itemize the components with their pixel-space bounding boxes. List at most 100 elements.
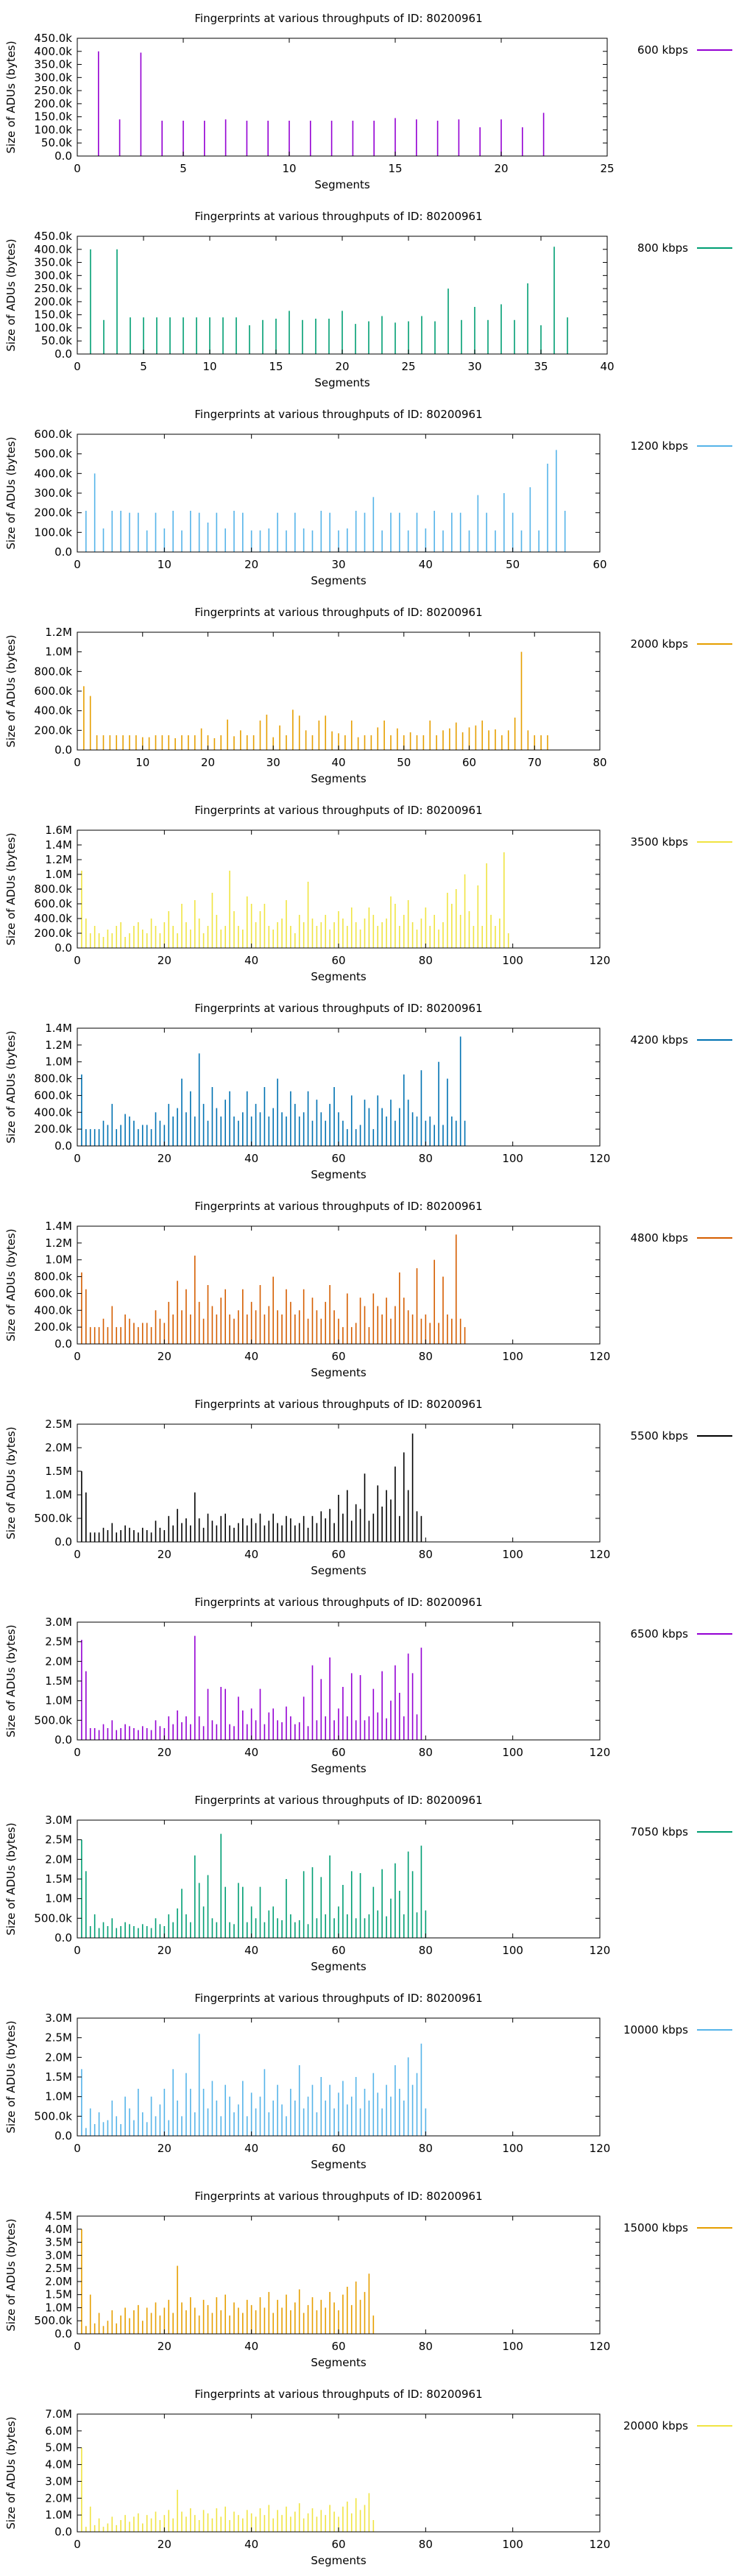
y-tick-label: 800.0k [34, 665, 72, 678]
chart-title: Fingerprints at various throughputs of I… [194, 1794, 482, 1807]
x-axis-label: Segments [311, 2356, 367, 2369]
y-tick-label: 100.0k [34, 123, 72, 136]
y-tick-label: 3.5M [45, 2236, 72, 2249]
x-tick-label: 20 [158, 2538, 171, 2551]
y-tick-label: 2.0M [45, 2050, 72, 2064]
x-tick-label: 60 [331, 1746, 345, 1759]
y-tick-label: 3.0M [45, 2011, 72, 2025]
y-tick-label: 2.0M [45, 2491, 72, 2505]
y-tick-label: 1.5M [45, 2070, 72, 2084]
y-tick-label: 1.2M [45, 1236, 72, 1250]
y-tick-label: 50.0k [41, 136, 72, 149]
x-tick-label: 30 [467, 360, 481, 373]
x-tick-label: 80 [419, 2142, 433, 2155]
y-tick-label: 3.0M [45, 2248, 72, 2262]
y-tick-label: 0.0 [54, 941, 72, 955]
x-tick-label: 20 [158, 1746, 171, 1759]
x-tick-label: 60 [331, 1350, 345, 1363]
y-tick-label: 0.0 [54, 2129, 72, 2142]
chart-title: Fingerprints at various throughputs of I… [194, 12, 482, 25]
legend-label: 20000 kbps [623, 2419, 688, 2432]
y-tick-label: 1.4M [45, 1220, 72, 1233]
y-tick-label: 200.0k [34, 927, 72, 940]
y-tick-label: 300.0k [34, 486, 72, 500]
chart-title: Fingerprints at various throughputs of I… [194, 1398, 482, 1411]
x-tick-label: 20 [158, 1944, 171, 1957]
chart-panel-3: Fingerprints at various throughputs of I… [4, 606, 732, 785]
x-tick-label: 80 [419, 954, 433, 967]
legend-label: 3500 kbps [631, 835, 689, 849]
y-tick-label: 1.0M [45, 2301, 72, 2314]
y-tick-label: 0.0 [54, 545, 72, 559]
y-axis-label: Size of ADUs (bytes) [4, 1426, 18, 1539]
y-axis-label: Size of ADUs (bytes) [4, 634, 18, 747]
legend-label: 7050 kbps [631, 1825, 689, 1839]
y-tick-label: 0.0 [54, 1931, 72, 1945]
y-tick-label: 400.0k [34, 704, 72, 718]
x-tick-label: 80 [419, 1944, 433, 1957]
y-tick-label: 600.0k [34, 1089, 72, 1102]
y-tick-label: 1.5M [45, 1465, 72, 1478]
y-tick-label: 0.0 [54, 347, 72, 361]
x-tick-label: 40 [244, 1350, 258, 1363]
y-tick-label: 1.0M [45, 1253, 72, 1267]
y-tick-label: 3.0M [45, 1616, 72, 1629]
x-tick-label: 20 [158, 2340, 171, 2353]
x-axis-label: Segments [314, 376, 370, 389]
y-tick-label: 150.0k [34, 308, 72, 322]
x-tick-label: 50 [506, 558, 520, 571]
y-tick-label: 2.5M [45, 1418, 72, 1431]
x-tick-label: 40 [331, 756, 345, 769]
y-tick-label: 4.0M [45, 2223, 72, 2236]
y-tick-label: 300.0k [34, 71, 72, 84]
y-tick-label: 6.0M [45, 2424, 72, 2438]
y-tick-label: 600.0k [34, 897, 72, 910]
x-tick-label: 120 [590, 1944, 611, 1957]
y-tick-label: 1.2M [45, 853, 72, 866]
y-tick-label: 500.0k [34, 2314, 72, 2327]
y-tick-label: 1.4M [45, 1022, 72, 1035]
x-tick-label: 0 [74, 162, 81, 175]
y-axis-label: Size of ADUs (bytes) [4, 832, 18, 945]
x-tick-label: 120 [590, 1350, 611, 1363]
x-tick-label: 100 [502, 2538, 523, 2551]
x-axis-label: Segments [311, 1960, 367, 1973]
y-axis-label: Size of ADUs (bytes) [4, 2416, 18, 2529]
chart-panel-12: Fingerprints at various throughputs of I… [4, 2388, 732, 2567]
x-axis-label: Segments [311, 1762, 367, 1775]
y-tick-label: 1.2M [45, 1038, 72, 1052]
chart-panel-10: Fingerprints at various throughputs of I… [4, 1992, 732, 2171]
x-axis-label: Segments [311, 574, 367, 587]
x-tick-label: 70 [528, 756, 542, 769]
y-axis-label: Size of ADUs (bytes) [4, 1228, 18, 1341]
x-tick-label: 0 [74, 1548, 81, 1561]
y-tick-label: 100.0k [34, 526, 72, 539]
y-axis-label: Size of ADUs (bytes) [4, 1624, 18, 1737]
x-tick-label: 0 [74, 558, 81, 571]
x-tick-label: 100 [502, 954, 523, 967]
x-tick-label: 0 [74, 360, 81, 373]
chart-panel-2: Fingerprints at various throughputs of I… [4, 408, 732, 587]
x-tick-label: 0 [74, 1350, 81, 1363]
chart-title: Fingerprints at various throughputs of I… [194, 606, 482, 619]
y-tick-label: 0.0 [54, 1139, 72, 1153]
x-tick-label: 0 [74, 2538, 81, 2551]
y-tick-label: 100.0k [34, 321, 72, 334]
y-tick-label: 1.0M [45, 1055, 72, 1069]
x-tick-label: 100 [502, 2340, 523, 2353]
x-tick-label: 30 [331, 558, 345, 571]
x-tick-label: 10 [135, 756, 149, 769]
x-tick-label: 40 [419, 558, 433, 571]
chart-panel-6: Fingerprints at various throughputs of I… [4, 1200, 732, 1379]
x-tick-label: 100 [502, 1350, 523, 1363]
y-tick-label: 50.0k [41, 334, 72, 347]
y-tick-label: 1.5M [45, 1674, 72, 1688]
y-axis-label: Size of ADUs (bytes) [4, 40, 18, 153]
y-tick-label: 500.0k [34, 1713, 72, 1727]
x-tick-label: 10 [158, 558, 171, 571]
x-tick-label: 40 [244, 1548, 258, 1561]
x-tick-label: 5 [140, 360, 147, 373]
x-tick-label: 80 [419, 2538, 433, 2551]
x-tick-label: 20 [158, 1152, 171, 1165]
chart-title: Fingerprints at various throughputs of I… [194, 804, 482, 817]
